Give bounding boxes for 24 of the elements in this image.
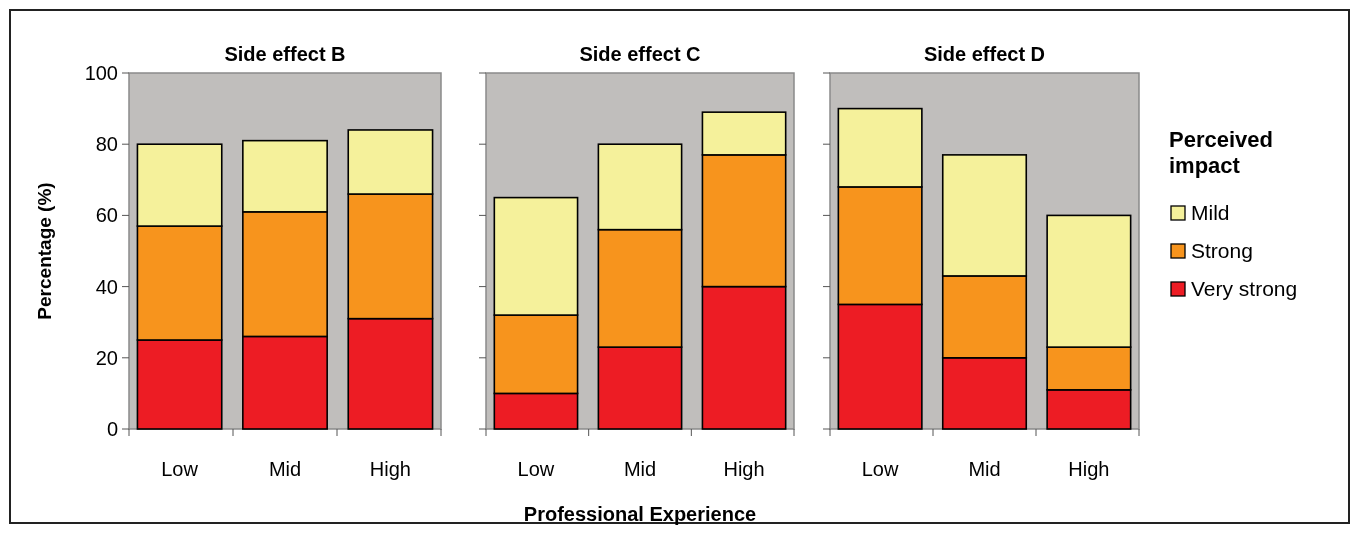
y-tick-label: 60	[95, 204, 118, 227]
x-tick-label: Low	[861, 458, 899, 480]
y-tick-label: 100	[84, 62, 118, 84]
chart-title: Side effect B	[224, 43, 346, 65]
x-axis-title: Professional Experience	[523, 503, 757, 525]
y-tick-label: 40	[95, 275, 118, 298]
x-tick-label: Mid	[968, 458, 1001, 480]
chart-title: Side effect D	[923, 43, 1046, 65]
x-tick-label: Low	[517, 458, 555, 480]
x-tick-label: High	[723, 458, 765, 480]
x-tick-label: High	[1068, 458, 1110, 480]
chart-title: Side effect C	[579, 43, 701, 65]
y-tick-label: 20	[95, 346, 118, 369]
y-tick-label: 80	[95, 133, 118, 156]
legend-label: Very strong	[1191, 277, 1298, 301]
x-tick-label: Low	[161, 458, 199, 480]
x-tick-label: Mid	[623, 458, 657, 480]
x-tick-label: High	[369, 458, 411, 480]
x-tick-label: Mid	[268, 458, 302, 480]
y-axis-title: Percentage (%)	[34, 182, 55, 320]
legend-label: Mild	[1191, 201, 1230, 225]
legend-title: Perceived impact	[1169, 127, 1273, 179]
legend-label: Strong	[1191, 239, 1253, 263]
y-tick-label: 0	[106, 418, 118, 440]
